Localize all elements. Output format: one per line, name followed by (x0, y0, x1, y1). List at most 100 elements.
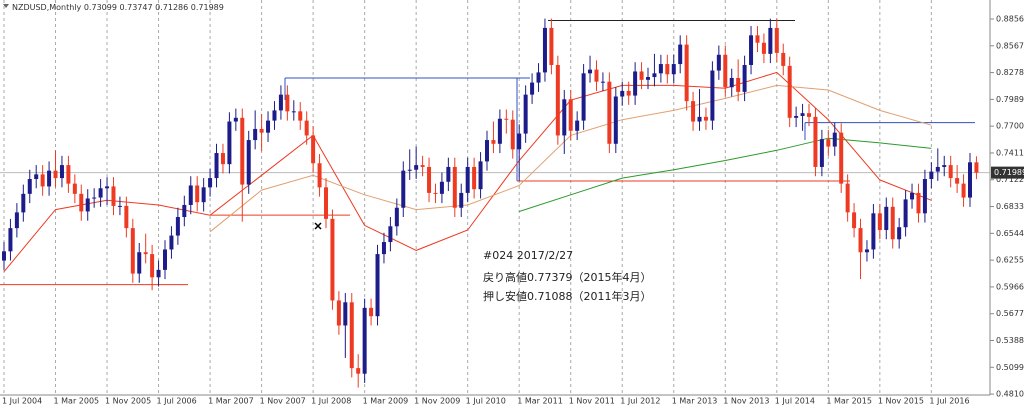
candle-body (27, 179, 32, 194)
annotation: #024 2017/2/27 (483, 249, 573, 262)
candle-body (542, 27, 547, 73)
x-tick-label: 1 Jul 2016 (929, 397, 969, 406)
candle-body (330, 218, 335, 301)
candle-body (568, 99, 573, 131)
candle-body (858, 228, 863, 253)
candle-body (652, 73, 657, 78)
candle-body (92, 197, 97, 199)
candle-body (53, 170, 58, 179)
candle-body (394, 207, 399, 227)
candle-body (278, 94, 283, 111)
candle-body (362, 307, 367, 374)
x-tick-label: 1 Jul 2008 (311, 397, 351, 406)
candle-body (781, 52, 786, 66)
candle-body (375, 254, 380, 317)
candle-body (34, 174, 39, 180)
candle-body (369, 307, 374, 317)
candle-body (124, 205, 129, 229)
candle-body (188, 185, 193, 205)
candle-body (427, 166, 432, 193)
candle-body (2, 251, 6, 261)
x-tick-label: 1 Jul 2010 (466, 397, 506, 406)
candle-body (600, 81, 605, 83)
candle-body (117, 205, 122, 207)
candle-body (658, 64, 663, 74)
candle-body (266, 120, 271, 133)
candle-body (324, 187, 328, 219)
candle-body (465, 166, 470, 193)
candle-body (523, 94, 528, 134)
candle-body (935, 166, 940, 172)
candle-body (742, 64, 747, 92)
candle-body (671, 64, 676, 75)
candle-body (291, 111, 296, 113)
candle-body (343, 302, 348, 326)
candle-body (388, 226, 393, 243)
x-tick-label: 1 Nov 2011 (569, 397, 615, 406)
candle-body (575, 120, 580, 131)
x-tick-label: 1 Mar 2015 (826, 397, 872, 406)
candle-body (14, 212, 19, 229)
candle-body (259, 128, 264, 133)
title-icon (3, 4, 9, 8)
x-tick-label: 1 Mar 2011 (517, 397, 563, 406)
candle-body (478, 161, 483, 190)
candle-body (452, 166, 457, 208)
candle-body (227, 121, 232, 165)
candle-body (703, 116, 708, 121)
candle-body (201, 187, 206, 203)
candle-body (646, 77, 650, 80)
candle-body (510, 119, 515, 150)
candle-body (272, 110, 277, 121)
candle-body (285, 94, 290, 112)
ohlc-high: 0.73747 (119, 3, 152, 12)
candle-body (794, 115, 799, 118)
x-tick-label: 1 Jul 2006 (157, 397, 197, 406)
candle-body (105, 186, 110, 189)
x-tick-label: 1 Mar 2009 (363, 397, 409, 406)
candle-body (163, 249, 167, 270)
candle-body (845, 183, 850, 213)
candle-body (472, 166, 477, 190)
candle-body (150, 254, 155, 278)
x-tick-label: 1 Nov 2013 (723, 397, 769, 406)
candle-body (723, 54, 728, 88)
candle-body (948, 165, 953, 179)
candle-body (233, 117, 238, 122)
candle-body (504, 118, 509, 120)
candle-body (691, 101, 696, 122)
x-tick-label: 1 Jul 2012 (620, 397, 660, 406)
candle-body (530, 82, 535, 95)
candle-body (626, 90, 631, 96)
candle-body (156, 269, 161, 278)
candle-body (111, 186, 116, 206)
candle-body (819, 139, 824, 167)
candle-body (581, 73, 586, 121)
candle-body (633, 71, 638, 96)
candle-body (79, 193, 84, 212)
candle-body (755, 35, 760, 43)
candle-body (130, 228, 135, 274)
x-tick-label: 1 Nov 2009 (414, 397, 460, 406)
candle-body (761, 42, 766, 54)
candle-body (381, 242, 386, 255)
candle-body (620, 90, 625, 97)
candle-body (961, 183, 966, 198)
candle-body (175, 217, 180, 236)
candle-body (439, 181, 444, 194)
candle-body (214, 153, 219, 179)
candle-body (877, 213, 882, 230)
cross-marker (314, 222, 322, 230)
candle-body (903, 199, 908, 228)
candle-body (433, 192, 438, 194)
candle-body (684, 44, 689, 102)
candle-body (317, 163, 322, 188)
candle-body (678, 44, 683, 65)
